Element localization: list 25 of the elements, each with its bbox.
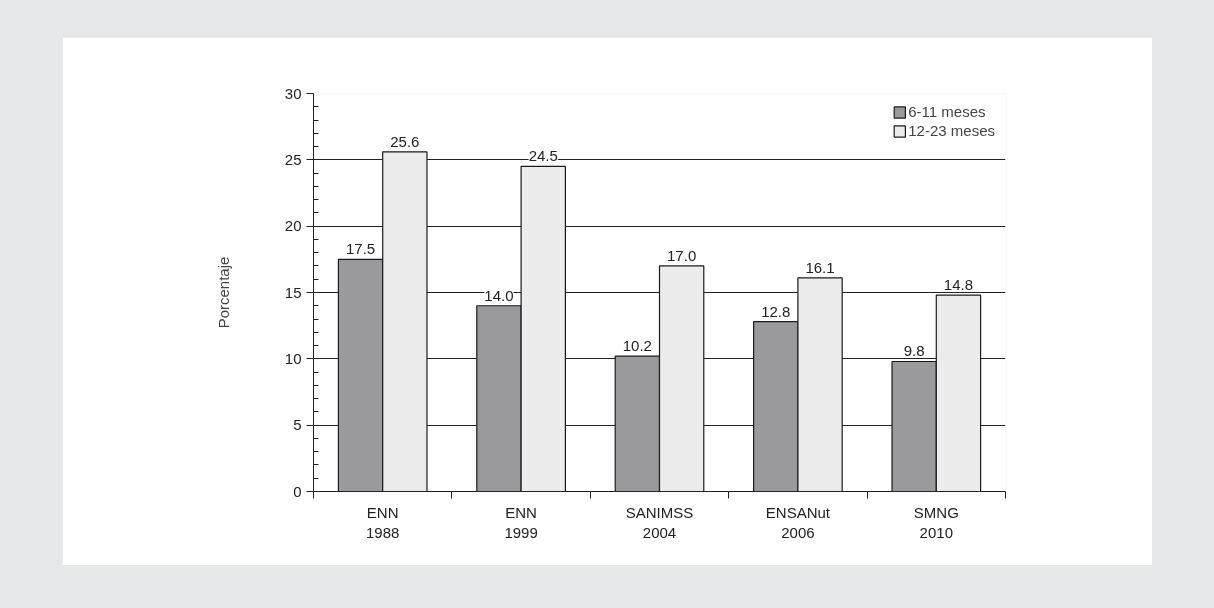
data-label: 16.1 <box>805 258 835 276</box>
x-tick-label: SMNG 2010 <box>913 503 959 541</box>
data-label: 9.8 <box>903 342 925 360</box>
data-label: 17.0 <box>667 246 697 264</box>
y-tick-label: 25 <box>284 150 302 168</box>
data-label: 10.2 <box>622 337 652 355</box>
y-tick-label: 5 <box>293 416 302 434</box>
x-tick-label: ENN 1999 <box>504 503 538 541</box>
y-tick-label: 30 <box>284 84 302 102</box>
legend-label: 12-23 meses <box>908 122 995 139</box>
data-label: 17.5 <box>345 240 376 258</box>
data-label: 24.5 <box>528 147 558 165</box>
y-tick-label: 20 <box>284 217 302 235</box>
y-tick-label: 0 <box>293 482 302 500</box>
x-tick-label: ENSANut 2006 <box>765 503 831 541</box>
data-label: 14.8 <box>943 276 974 294</box>
data-label: 12.8 <box>761 302 791 320</box>
x-tick-label: ENN 1988 <box>366 503 400 541</box>
y-tick-label: 15 <box>284 283 302 301</box>
x-tick-label: SANIMSS 2004 <box>625 503 694 541</box>
data-label: 25.6 <box>390 132 420 150</box>
legend-label: 6-11 meses <box>908 103 986 120</box>
data-label: 14.0 <box>484 286 514 304</box>
y-tick-label: 10 <box>284 349 302 367</box>
y-axis-title: Porcentaje <box>214 256 232 329</box>
